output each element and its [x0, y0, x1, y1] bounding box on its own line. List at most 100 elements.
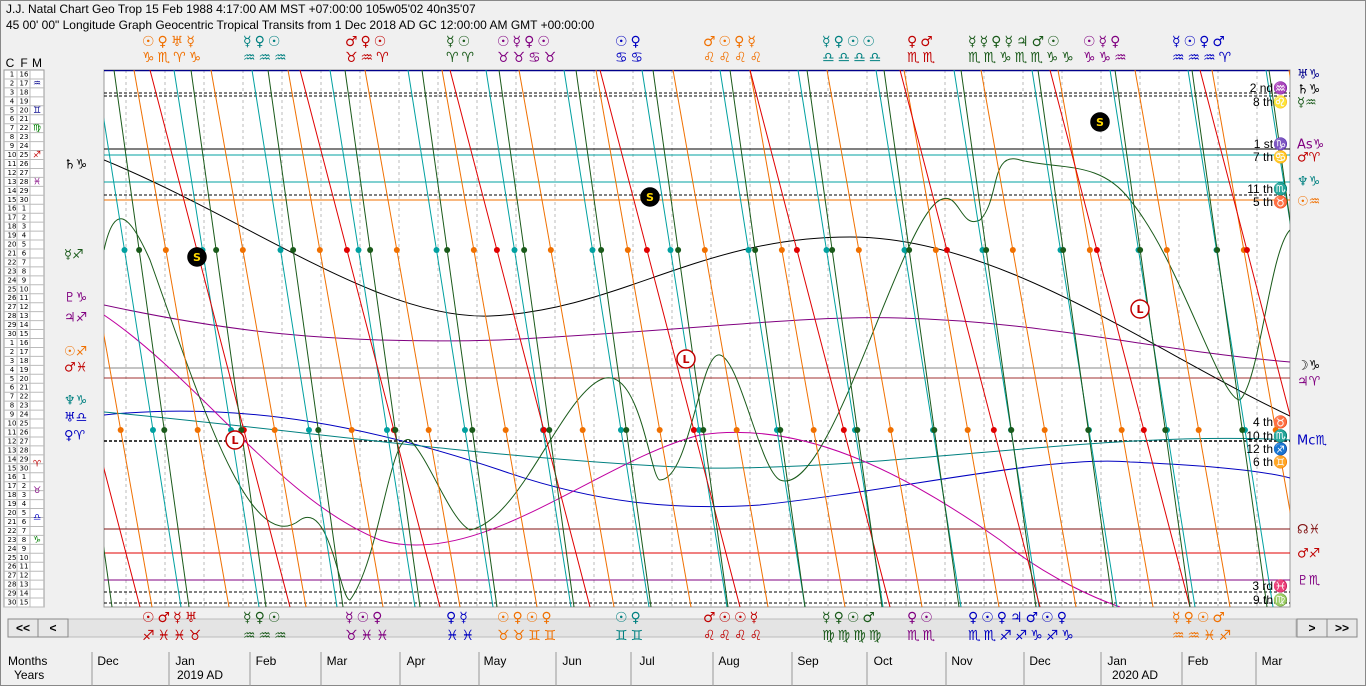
next-button-label[interactable]: > [1308, 621, 1315, 635]
transit-line [104, 117, 182, 607]
crossing-dot [598, 247, 605, 253]
transit-line [563, 70, 650, 607]
f-value: 21 [20, 384, 29, 392]
bottom-planets: ♂☉☉☿ [703, 610, 761, 626]
f-value: 12 [20, 572, 29, 580]
last-button-label[interactable]: >> [1335, 621, 1349, 635]
transit-line [267, 70, 344, 607]
transit-line [826, 70, 923, 607]
crossing-dot [1272, 427, 1279, 433]
f-value: 4 [22, 500, 27, 508]
transit-line [173, 70, 260, 607]
f-value: 4 [22, 232, 27, 240]
sign-glyph: ♓ [33, 177, 41, 187]
crossing-dot [1214, 247, 1221, 253]
top-signs: ♉♒♈ [345, 50, 392, 66]
crossing-dot [1163, 247, 1170, 253]
crossing-dot [461, 427, 468, 433]
c-value: 3 [10, 88, 14, 96]
right-planet-label: ♃♈ [1297, 375, 1321, 390]
transit-line [1268, 70, 1290, 224]
last-button[interactable] [1326, 618, 1358, 638]
crossing-dot [656, 427, 663, 433]
sign-glyph: ♎ [33, 513, 41, 523]
prev-button-label[interactable]: < [49, 621, 56, 635]
c-value: 1 [10, 70, 14, 78]
bottom-signs: ♊♊ [615, 628, 646, 644]
transit-line [407, 70, 494, 607]
house-label: 10 th♏ [1246, 429, 1288, 443]
crossing-dot [810, 427, 817, 433]
c-value: 14 [8, 455, 17, 463]
f-value: 22 [20, 124, 29, 132]
bottom-signs: ♏♏♐♐♑♐♑ [968, 628, 1077, 644]
crossing-dot [290, 247, 297, 253]
top-planets: ☉♀♅☿ [142, 34, 198, 50]
c-value: 28 [8, 581, 17, 589]
c-value: 4 [10, 366, 15, 374]
marker-circle [225, 430, 245, 450]
crossing-dot [887, 427, 894, 433]
crossing-dot [1009, 247, 1016, 253]
transit-line [1031, 70, 1118, 607]
crossing-dot [1008, 427, 1015, 433]
f-value: 10 [20, 554, 29, 562]
crossing-dot [547, 247, 554, 253]
crossing-dot [393, 247, 400, 253]
f-value: 27 [20, 437, 29, 445]
transit-line [652, 70, 729, 607]
c-value: 24 [8, 276, 17, 284]
crossing-dot [1093, 247, 1100, 253]
bottom-planets: ☉♂☿♅ [142, 610, 200, 626]
months-label: Months [8, 654, 47, 668]
f-value: 27 [20, 169, 29, 177]
c-value: 26 [8, 294, 17, 302]
transit-line [960, 70, 1037, 607]
f-value: 23 [20, 402, 29, 410]
transit-line [113, 70, 190, 607]
house-label: 9 th♍ [1253, 593, 1288, 607]
c-value: 21 [8, 249, 17, 257]
c-value: 6 [10, 115, 15, 123]
sign-glyph: ♐ [33, 151, 41, 161]
top-signs: ♒♒♒♈ [1172, 50, 1234, 66]
crossing-dot [990, 427, 997, 433]
c-value: 18 [8, 491, 17, 499]
c-value: 3 [10, 357, 14, 365]
chart-subtitle: 45 00' 00" Longitude Graph Geocentric Tr… [6, 18, 595, 32]
c-value: 26 [8, 563, 17, 571]
crossing-dot [161, 427, 168, 433]
f-value: 15 [20, 599, 29, 607]
crossing-dot [121, 247, 128, 253]
top-signs: ♌♌♌♌ [703, 50, 765, 66]
sign-glyph: ♈ [33, 459, 42, 469]
crossing-dot [238, 427, 245, 433]
f-value: 13 [20, 581, 29, 589]
transit-line [903, 70, 1000, 607]
crossing-dot [316, 247, 323, 253]
c-value: 23 [8, 536, 17, 544]
f-value: 14 [20, 321, 29, 329]
c-value: 1 [10, 339, 14, 347]
f-value: 11 [20, 294, 29, 302]
crossing-dot [469, 427, 476, 433]
prev-button[interactable] [37, 618, 69, 638]
crossing-dot [793, 247, 800, 253]
month-label: Mar [327, 654, 348, 668]
month-label: Oct [874, 654, 893, 668]
top-planets: ☿☉ [446, 34, 473, 50]
transit-line [1037, 70, 1114, 607]
month-label: Dec [97, 654, 118, 668]
crossing-dot [855, 247, 862, 253]
marker-circle [676, 349, 696, 369]
left-planet-label: ♀♈ [64, 429, 86, 444]
first-button-label[interactable]: << [16, 621, 30, 635]
planet-curve [104, 314, 1121, 607]
c-value: 9 [10, 142, 14, 150]
f-value: 16 [20, 70, 29, 78]
crossing-dot [1086, 247, 1093, 253]
bottom-signs: ♒♒♓♐ [1172, 628, 1234, 644]
crossing-dot [277, 247, 284, 253]
f-value: 17 [20, 348, 29, 356]
